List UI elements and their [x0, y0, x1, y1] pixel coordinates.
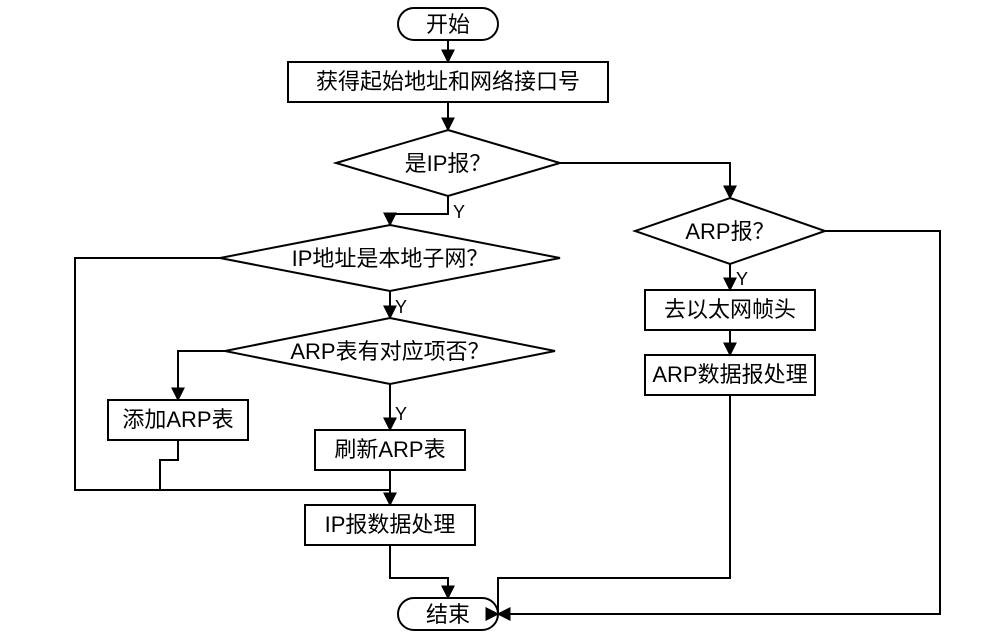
arp-has-label: ARP表有对应项否？ [290, 339, 489, 364]
iplocal-y-label: Y [395, 297, 407, 317]
edge-arpproc-end [498, 395, 730, 614]
add-arp-label: 添加ARP表 [122, 407, 233, 432]
edge-addarp-join [160, 440, 280, 490]
arphas-y-label: Y [395, 404, 407, 424]
edge-isarp-end [498, 231, 940, 614]
edge-refresh-join [280, 470, 390, 490]
strip-eth-label: 去以太网帧头 [664, 297, 796, 322]
refresh-arp-label: 刷新ARP表 [334, 437, 445, 462]
is-arp-label: ARP报？ [685, 219, 774, 244]
is-ip-label: 是IP报？ [405, 151, 492, 176]
end-label: 结束 [426, 602, 470, 627]
isip-y-label: Y [453, 202, 465, 222]
start-label: 开始 [426, 12, 470, 37]
arp-proc-label: ARP数据报处理 [652, 362, 807, 387]
edge-arphas-addarp [178, 351, 225, 400]
edge-isip-isarp [560, 163, 730, 198]
edge-isip-iplocal [390, 196, 448, 225]
ip-proc-label: IP报数据处理 [325, 512, 456, 537]
isarp-y-label: Y [736, 269, 748, 289]
ip-local-label: IP地址是本地子网？ [292, 246, 489, 271]
get-addr-label: 获得起始地址和网络接口号 [316, 69, 580, 94]
edge-join-ipproc [280, 490, 390, 505]
edge-ipproc-end [390, 545, 448, 598]
